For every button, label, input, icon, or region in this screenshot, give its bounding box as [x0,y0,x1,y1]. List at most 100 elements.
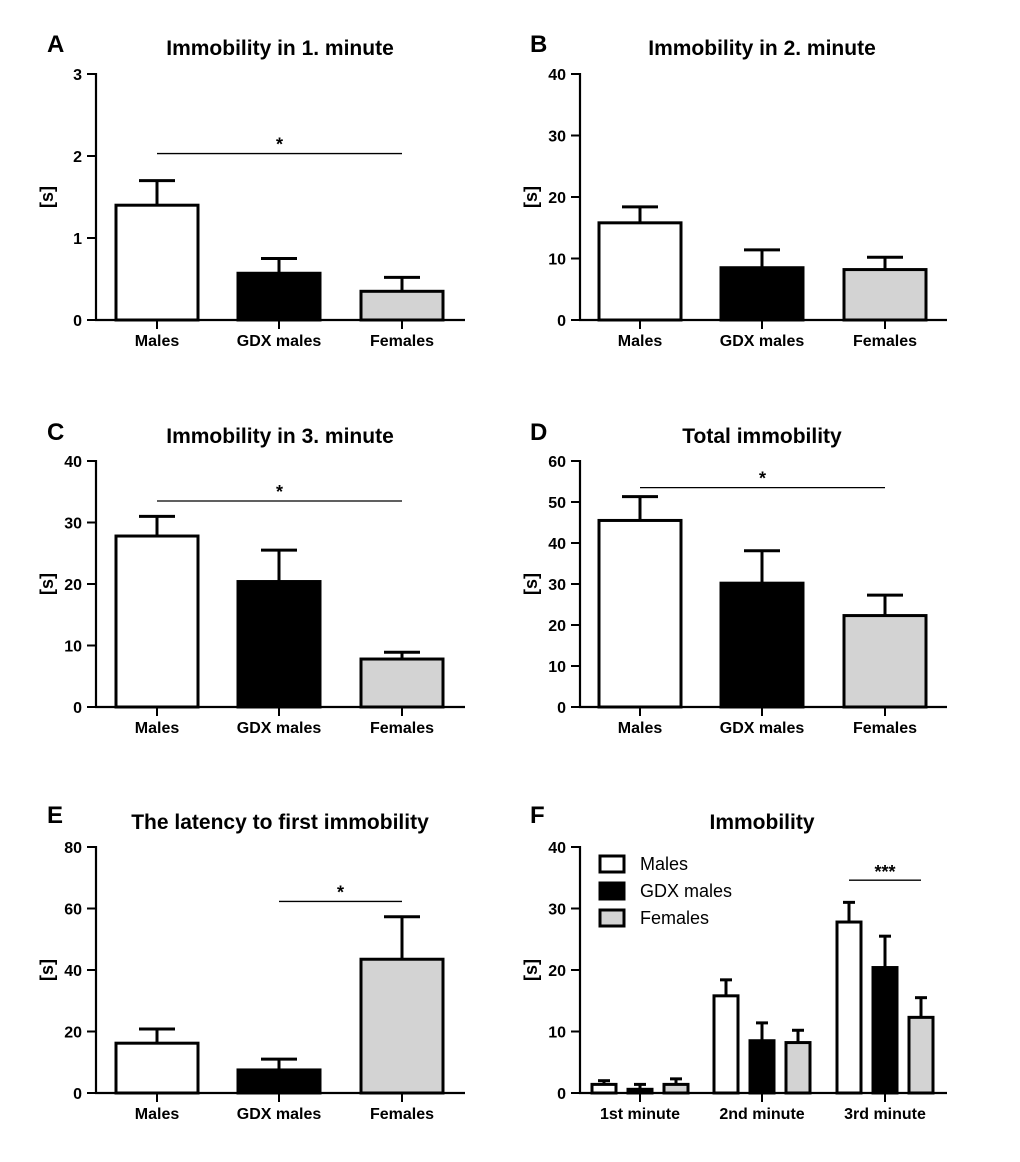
legend-label: GDX males [640,881,732,901]
bar-females [359,657,445,709]
y-axis-label: [s] [521,959,541,981]
bar-males [712,994,740,1095]
x-tick-label: GDX males [237,1106,322,1123]
bar-females [907,1015,935,1095]
x-tick-label: 1st minute [600,1106,680,1123]
bar-gdx-males [236,1068,322,1095]
x-tick-label: GDX males [237,720,322,737]
y-tick-label: 0 [557,1086,566,1103]
y-tick-label: 3 [73,67,82,84]
bar-gdx-males [748,1039,776,1095]
y-axis-label: [s] [521,186,541,208]
bar-males [590,1082,618,1095]
y-tick-label: 20 [64,1025,82,1042]
x-tick-label: 2nd minute [719,1106,804,1123]
panel-f: F Immobility [s] 0 10 20 30 40 1st minute 2nd min… [521,802,947,1123]
legend-label: Males [640,854,688,874]
y-tick-label: 20 [548,618,566,635]
significance-marker: * [337,882,344,902]
y-axis-label: [s] [521,573,541,595]
y-tick-label: 40 [548,67,566,84]
legend-label: Females [640,908,709,928]
panel-c: C Immobility in 3. minute [s] 0 10 20 30 40 Male… [37,419,465,737]
x-tick-label: GDX males [720,333,805,350]
panel-letter: C [47,419,64,446]
y-tick-label: 50 [548,495,566,512]
legend-swatch [598,854,626,874]
y-tick-label: 10 [548,659,566,676]
significance-marker: * [276,482,283,502]
y-tick-label: 40 [548,840,566,857]
significance-marker: *** [874,862,895,882]
panel-letter: B [530,31,547,58]
panel-letter: F [530,802,545,829]
y-tick-label: 10 [64,639,82,656]
x-tick-label: Males [618,720,663,737]
y-axis-label: [s] [37,186,57,208]
y-tick-label: 0 [557,700,566,717]
bar-males [114,534,200,709]
y-tick-label: 30 [548,577,566,594]
y-tick-label: 40 [548,536,566,553]
panel-title: Immobility in 1. minute [166,37,394,60]
x-tick-label: Males [135,720,180,737]
bar-males [597,221,683,322]
bar-gdx-males [236,271,322,322]
y-tick-label: 60 [548,454,566,471]
x-tick-label: Females [853,720,917,737]
bar-males [114,203,200,322]
y-tick-label: 30 [548,902,566,919]
bar-females [784,1041,812,1095]
y-tick-label: 0 [557,313,566,330]
bar-females [842,614,928,709]
bar-males [835,920,863,1095]
bar-gdx-males [719,581,805,709]
panel-title: Immobility in 3. minute [166,425,394,448]
x-tick-label: Females [370,333,434,350]
y-tick-label: 60 [64,902,82,919]
panel-letter: D [530,419,547,446]
bar-gdx-males [236,580,322,709]
x-tick-label: Females [370,720,434,737]
y-axis-label: [s] [37,959,57,981]
significance-marker: * [276,135,283,155]
x-tick-label: Females [370,1106,434,1123]
x-tick-label: Females [853,333,917,350]
x-tick-label: GDX males [237,333,322,350]
y-tick-label: 20 [548,190,566,207]
bar-gdx-males [626,1087,654,1095]
y-tick-label: 10 [548,252,566,269]
panel-e: E The latency to first immobility [s] 0 20 40… [37,802,465,1123]
panel-b: B Immobility in 2. minute [s] 0 10 20 30 40 Male… [521,31,947,350]
y-axis-label: [s] [37,573,57,595]
y-tick-label: 40 [64,963,82,980]
y-tick-label: 20 [548,963,566,980]
y-tick-label: 0 [73,700,82,717]
legend-swatch [598,908,626,928]
panel-title: The latency to first immobility [131,811,429,834]
bar-males [597,518,683,709]
y-tick-label: 40 [64,454,82,471]
y-tick-label: 30 [548,129,566,146]
y-tick-label: 2 [73,149,82,166]
x-tick-label: 3rd minute [844,1106,926,1123]
x-tick-label: GDX males [720,720,805,737]
bar-females [842,268,928,322]
significance-marker: * [759,469,766,489]
y-tick-label: 80 [64,840,82,857]
bar-females [662,1082,690,1095]
y-tick-label: 30 [64,516,82,533]
x-tick-label: Males [618,333,663,350]
y-tick-label: 0 [73,313,82,330]
bar-gdx-males [871,966,899,1095]
bar-gdx-males [719,266,805,322]
bar-males [114,1041,200,1095]
bar-females [359,289,445,322]
y-tick-label: 0 [73,1086,82,1103]
legend-swatch [598,881,626,901]
panel-letter: A [47,31,64,58]
y-tick-label: 10 [548,1025,566,1042]
bar-females [359,957,445,1095]
x-tick-label: Males [135,1106,180,1123]
